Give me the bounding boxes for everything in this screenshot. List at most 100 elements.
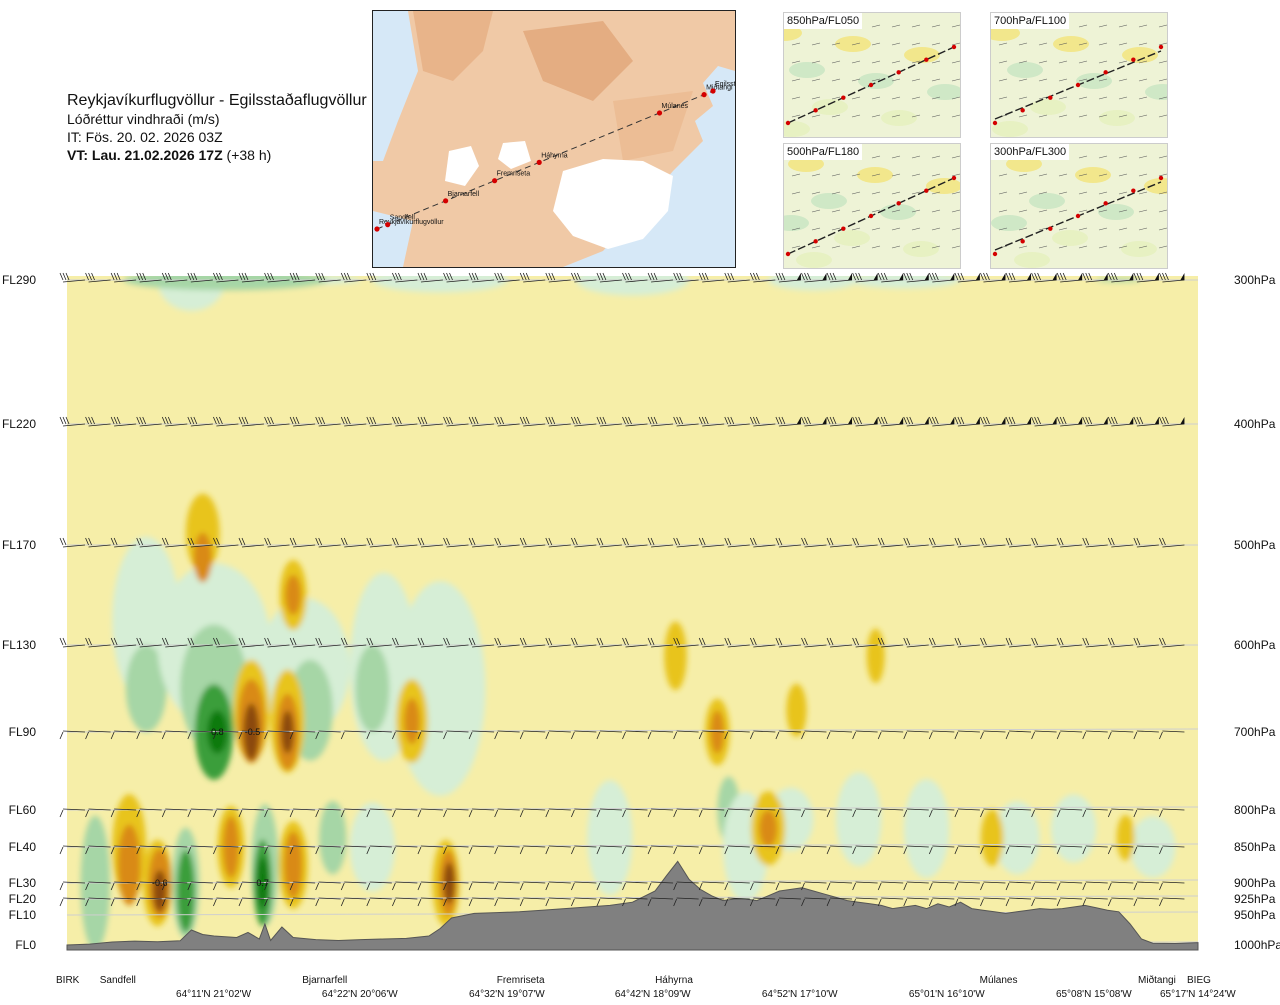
minimap-wind-barb <box>1098 114 1108 118</box>
wind-barb-shaft <box>523 730 546 733</box>
wind-barb-feather <box>622 898 626 907</box>
wind-barb-shaft <box>957 808 980 811</box>
minimap-wind-barb <box>1058 209 1068 213</box>
wind-barb <box>724 637 750 648</box>
wind-barb-feather <box>755 416 760 425</box>
wind-barb-feather <box>139 537 144 546</box>
minimap-wind-barb <box>951 227 960 231</box>
wind-barb-feather <box>724 898 729 907</box>
wind-barb <box>238 845 264 855</box>
wind-barb-feather <box>928 537 933 546</box>
minimap-route-point <box>1158 175 1164 181</box>
wind-barb-shaft <box>830 845 853 848</box>
wind-barb-feather <box>954 272 959 281</box>
wind-barb-feather <box>1139 416 1144 425</box>
wind-barb <box>161 537 188 548</box>
contour-mod-up <box>319 801 347 875</box>
wind-barb-feather <box>88 637 92 646</box>
wind-barb-feather <box>295 272 300 281</box>
wind-barb-shaft <box>1085 897 1108 900</box>
wind-barb-feather <box>1110 272 1115 281</box>
x-location-label: BIEG <box>1187 975 1211 986</box>
wind-barb-feather <box>679 416 684 425</box>
wind-barb <box>494 416 520 427</box>
wind-barb <box>213 272 239 283</box>
wind-barb-feather <box>954 731 959 740</box>
wind-barb-shaft <box>523 544 546 548</box>
wind-barb-feather <box>468 898 473 907</box>
wind-barb-feather <box>110 846 115 855</box>
wind-barb <box>877 730 904 740</box>
wind-barb <box>494 881 520 891</box>
minimap-wind-barb <box>1038 191 1048 195</box>
wind-barb <box>417 537 443 548</box>
wind-barb-feather <box>318 537 323 546</box>
wind-barb-feather <box>829 637 834 646</box>
wind-barb-shaft <box>344 423 367 427</box>
wind-barb <box>1107 897 1134 907</box>
wind-barb-shaft <box>906 730 929 733</box>
wind-barb-shaft <box>651 544 674 548</box>
wind-barb <box>1159 416 1185 427</box>
contour-mod-down <box>404 698 420 744</box>
wind-barb-feather <box>877 416 882 425</box>
wind-barb-feather <box>724 882 729 891</box>
wind-barb-shaft <box>651 845 674 848</box>
minimap-wind-barb <box>1158 227 1167 231</box>
wind-barb-feather <box>62 537 67 546</box>
wind-barb-shaft <box>1136 730 1159 733</box>
wind-barb-shaft <box>395 730 418 733</box>
wind-barb-feather <box>187 809 192 818</box>
land-shade-3 <box>613 91 693 161</box>
wind-barb-feather <box>1062 416 1067 425</box>
wind-barb-shaft <box>625 881 648 884</box>
wind-barb-feather <box>161 416 166 425</box>
wind-barb <box>749 272 776 283</box>
fl-label-fl90: FL90 <box>8 725 36 739</box>
minimap-wind-barb <box>1078 227 1088 231</box>
wind-barb-shaft <box>88 730 111 733</box>
level-line-fl30 <box>66 879 1199 884</box>
wind-barb-shaft <box>446 808 469 811</box>
wind-barb-feather <box>960 416 965 425</box>
wind-barb-feather <box>468 809 473 818</box>
wind-barb-feather <box>826 537 831 546</box>
wind-barb-feather <box>110 637 115 646</box>
minimap-wind-barb <box>1118 209 1128 213</box>
wind-barb <box>110 416 137 427</box>
land-shade-1 <box>413 11 493 81</box>
wind-barb-pennant <box>873 417 878 424</box>
wind-barb <box>673 416 699 427</box>
wind-barb <box>877 272 904 283</box>
wind-barb-shaft <box>599 279 622 283</box>
wind-barb <box>903 808 929 818</box>
wind-barb-shaft <box>727 730 750 733</box>
wind-barb <box>392 897 418 907</box>
wind-barb <box>264 730 290 740</box>
wind-barb-shaft <box>267 279 290 283</box>
wind-barb-feather <box>804 416 808 425</box>
wind-barb-feather <box>420 537 425 546</box>
wind-barb-feather <box>852 846 856 855</box>
wind-barb-shaft <box>574 845 597 848</box>
contour-mod-down <box>759 810 778 847</box>
wind-barb-feather <box>1031 809 1035 818</box>
wind-barb-shaft <box>114 279 137 283</box>
wind-barb <box>622 416 648 427</box>
wind-barb-shaft <box>778 644 801 648</box>
wind-barb <box>647 537 674 548</box>
wind-barb-feather <box>264 416 268 425</box>
wind-barb-feather <box>570 272 575 281</box>
wind-barb-shaft <box>753 730 776 733</box>
wind-barb-feather <box>653 416 658 425</box>
wind-barb-feather <box>826 882 831 891</box>
wind-barb-feather <box>522 637 527 646</box>
wind-barb <box>59 730 86 740</box>
wind-barb-feather <box>417 537 422 546</box>
wind-barb <box>596 537 622 548</box>
wind-barb-shaft <box>753 897 776 900</box>
wind-barb-feather <box>596 809 601 818</box>
wind-barb-shaft <box>651 730 674 733</box>
wind-barb-shaft <box>574 279 597 283</box>
wind-barb-shaft <box>599 845 622 848</box>
